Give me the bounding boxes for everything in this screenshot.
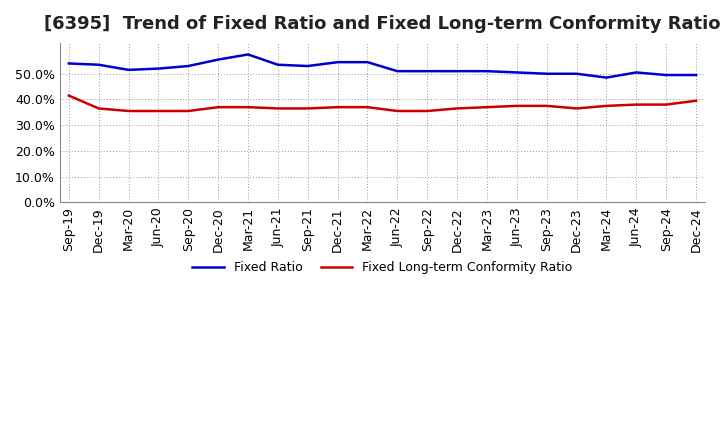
Fixed Ratio xyxy=(94,62,103,67)
Fixed Long-term Conformity Ratio xyxy=(513,103,521,109)
Fixed Long-term Conformity Ratio xyxy=(572,106,581,111)
Fixed Ratio xyxy=(363,59,372,65)
Fixed Ratio xyxy=(632,70,641,75)
Fixed Ratio xyxy=(482,69,491,74)
Fixed Long-term Conformity Ratio xyxy=(602,103,611,109)
Fixed Long-term Conformity Ratio xyxy=(542,103,551,109)
Fixed Long-term Conformity Ratio xyxy=(333,105,342,110)
Legend: Fixed Ratio, Fixed Long-term Conformity Ratio: Fixed Ratio, Fixed Long-term Conformity … xyxy=(187,256,577,279)
Fixed Long-term Conformity Ratio xyxy=(154,108,163,114)
Fixed Long-term Conformity Ratio xyxy=(453,106,462,111)
Fixed Long-term Conformity Ratio xyxy=(482,105,491,110)
Fixed Long-term Conformity Ratio xyxy=(184,108,193,114)
Fixed Ratio xyxy=(513,70,521,75)
Title: [6395]  Trend of Fixed Ratio and Fixed Long-term Conformity Ratio: [6395] Trend of Fixed Ratio and Fixed Lo… xyxy=(44,15,720,33)
Fixed Long-term Conformity Ratio xyxy=(65,93,73,98)
Fixed Ratio xyxy=(393,69,402,74)
Fixed Long-term Conformity Ratio xyxy=(125,108,133,114)
Fixed Ratio xyxy=(423,69,431,74)
Fixed Ratio xyxy=(274,62,282,67)
Fixed Long-term Conformity Ratio xyxy=(214,105,222,110)
Fixed Ratio xyxy=(243,52,252,57)
Fixed Long-term Conformity Ratio xyxy=(274,106,282,111)
Fixed Long-term Conformity Ratio xyxy=(303,106,312,111)
Fixed Ratio xyxy=(572,71,581,77)
Fixed Ratio xyxy=(303,63,312,69)
Fixed Ratio xyxy=(542,71,551,77)
Fixed Ratio xyxy=(154,66,163,71)
Fixed Long-term Conformity Ratio xyxy=(692,98,701,103)
Fixed Ratio xyxy=(125,67,133,73)
Line: Fixed Ratio: Fixed Ratio xyxy=(69,55,696,77)
Fixed Long-term Conformity Ratio xyxy=(393,108,402,114)
Fixed Ratio xyxy=(602,75,611,80)
Fixed Long-term Conformity Ratio xyxy=(423,108,431,114)
Fixed Ratio xyxy=(65,61,73,66)
Fixed Long-term Conformity Ratio xyxy=(363,105,372,110)
Fixed Ratio xyxy=(662,73,670,78)
Fixed Long-term Conformity Ratio xyxy=(632,102,641,107)
Fixed Ratio xyxy=(692,73,701,78)
Fixed Ratio xyxy=(214,57,222,62)
Fixed Ratio xyxy=(453,69,462,74)
Fixed Ratio xyxy=(333,59,342,65)
Line: Fixed Long-term Conformity Ratio: Fixed Long-term Conformity Ratio xyxy=(69,95,696,111)
Fixed Long-term Conformity Ratio xyxy=(243,105,252,110)
Fixed Long-term Conformity Ratio xyxy=(94,106,103,111)
Fixed Long-term Conformity Ratio xyxy=(662,102,670,107)
Fixed Ratio xyxy=(184,63,193,69)
